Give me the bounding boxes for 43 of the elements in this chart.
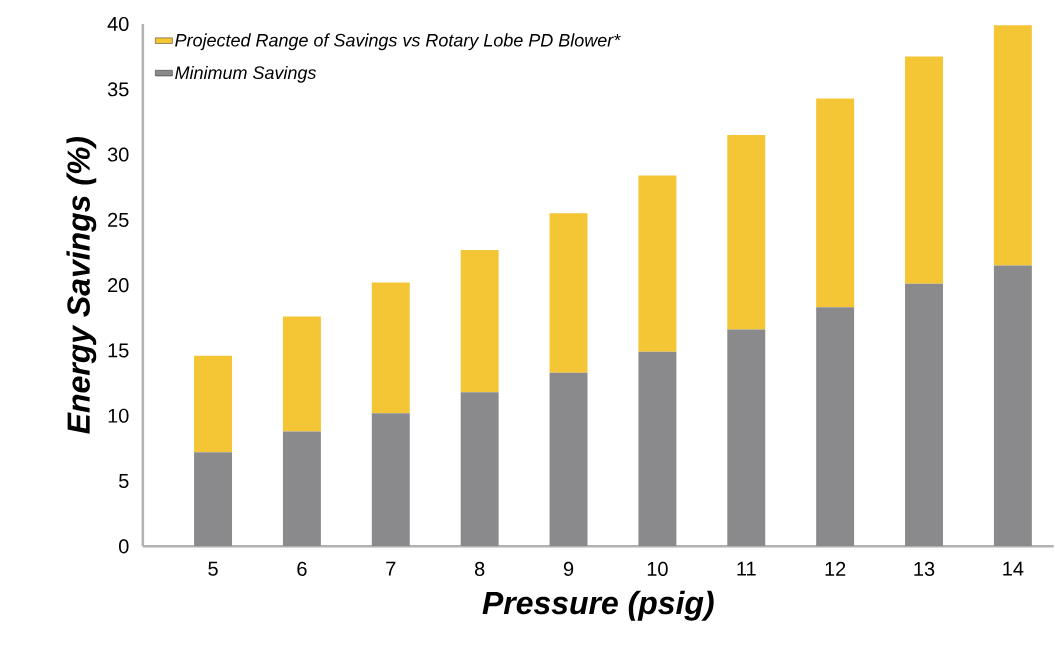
y-tick-label: 25 xyxy=(108,212,129,227)
y-tick-label: 15 xyxy=(108,343,129,358)
bar xyxy=(371,282,410,414)
x-tick-label: 8 xyxy=(474,561,485,576)
bar xyxy=(993,25,1032,266)
bar xyxy=(905,283,943,547)
y-tick-label: 40 xyxy=(107,16,129,31)
bar xyxy=(371,413,410,547)
bar xyxy=(727,329,766,547)
y-tick-label: 5 xyxy=(119,473,129,488)
y-tick-label: 0 xyxy=(119,539,129,554)
x-tick-label: 12 xyxy=(825,561,846,576)
bar xyxy=(282,316,321,432)
bar xyxy=(727,134,766,330)
legend-label: Projected Range of Savings vs Rotary Lobe PD Blower* xyxy=(175,33,621,51)
bar xyxy=(816,307,855,547)
bar xyxy=(460,392,499,547)
x-axis-title: Pressure (psig) xyxy=(482,590,714,621)
x-tick-label: 7 xyxy=(386,561,396,576)
x-tick-label: 9 xyxy=(563,561,574,576)
bar xyxy=(282,431,321,547)
bar xyxy=(905,56,943,284)
x-tick-label: 6 xyxy=(297,561,307,576)
bar xyxy=(460,249,499,393)
y-axis-title: Energy Savings (%) xyxy=(66,136,97,434)
y-tick-label: 10 xyxy=(108,408,129,423)
y-tick-label: 30 xyxy=(107,147,129,162)
bar xyxy=(638,351,677,547)
bar xyxy=(638,175,677,352)
bar xyxy=(194,355,233,453)
x-tick-label: 5 xyxy=(208,561,218,576)
y-tick-label: 20 xyxy=(108,277,129,293)
bar xyxy=(816,98,855,308)
x-tick-label: 10 xyxy=(647,561,668,576)
x-tick-label: 14 xyxy=(1003,561,1024,576)
x-tick-label: 13 xyxy=(914,561,935,576)
bar xyxy=(993,265,1032,547)
bar xyxy=(549,372,588,547)
legend-label: Minimum Savings xyxy=(175,65,317,83)
y-tick-label: 35 xyxy=(107,82,129,97)
bar xyxy=(194,452,233,547)
bar xyxy=(549,213,588,373)
x-tick-label: 11 xyxy=(737,561,756,576)
